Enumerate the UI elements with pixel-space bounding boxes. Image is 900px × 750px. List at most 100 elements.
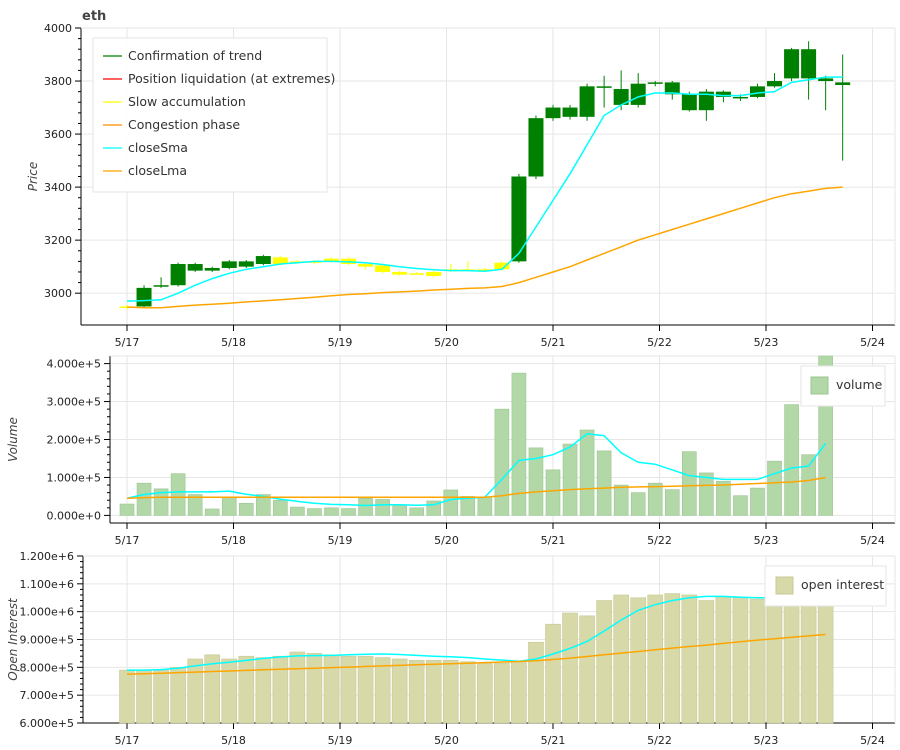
y-tick-label: 3400	[44, 181, 72, 194]
y-tick-label: 9.000e+5	[20, 634, 74, 647]
candle-body	[596, 86, 612, 88]
volume-bar	[801, 454, 816, 516]
open-interest-bars	[119, 593, 834, 724]
volume-bar	[187, 494, 203, 516]
open-interest-bar	[681, 594, 698, 724]
candle-body	[647, 82, 663, 84]
volume-bar	[341, 508, 356, 516]
volume-bar	[290, 506, 305, 516]
open-interest-bar	[800, 601, 817, 724]
candle-body	[426, 271, 442, 276]
legend-label: closeLma	[128, 163, 187, 178]
x-tick-label: 5/17	[115, 336, 140, 349]
y-tick-label: 6.000e+5	[20, 717, 74, 730]
x-tick-label: 5/22	[647, 534, 672, 547]
x-tick-label: 5/17	[115, 734, 140, 747]
candle-body	[221, 261, 237, 268]
candle-body	[323, 258, 339, 262]
open-interest-bar	[732, 597, 749, 724]
chart-title: eth	[82, 9, 106, 24]
volume-bar	[784, 404, 799, 516]
x-tick-label: 5/23	[754, 734, 779, 747]
y-tick-label: 8.000e+5	[20, 661, 74, 674]
open-interest-bar	[255, 657, 272, 724]
open-interest-bar	[613, 594, 629, 724]
volume-bar	[170, 473, 186, 516]
volume-bar	[409, 507, 424, 516]
x-tick-label: 5/20	[434, 336, 459, 349]
volume-bar	[273, 499, 288, 516]
close-sma-line	[126, 76, 843, 302]
y-tick-label: 3200	[44, 234, 72, 247]
candle-body	[613, 88, 629, 105]
volume-bar	[613, 484, 629, 516]
open-interest-bar	[374, 657, 391, 724]
oi-sma-line	[127, 595, 826, 671]
open-interest-bar	[340, 655, 357, 724]
candle-body	[511, 176, 527, 262]
x-tick-label: 5/18	[221, 734, 246, 747]
y-tick-label: 4.000e+5	[47, 358, 101, 371]
open-interest-bar	[545, 623, 561, 724]
open-interest-bar	[170, 667, 186, 724]
volume-bar	[630, 492, 646, 516]
oi-legend-swatch	[775, 576, 794, 595]
open-interest-bar	[579, 615, 595, 724]
y-axis-label: Price	[26, 162, 40, 191]
x-tick-label: 5/21	[541, 534, 566, 547]
volume-legend-swatch	[810, 376, 829, 395]
y-tick-label: 1.100e+6	[20, 578, 74, 591]
volume-bar	[136, 482, 152, 516]
candle-body	[835, 82, 851, 86]
volume-bar	[528, 447, 544, 516]
x-tick-label: 5/21	[541, 734, 566, 747]
candle-body	[170, 264, 186, 286]
open-interest-bar	[357, 655, 374, 724]
y-tick-label: 0.000e+0	[47, 509, 101, 522]
open-interest-bar	[408, 660, 425, 724]
candle-body	[255, 256, 271, 265]
y-tick-label: 3600	[44, 128, 72, 141]
candle-body	[681, 94, 697, 111]
open-interest-bar	[766, 600, 783, 724]
x-tick-label: 5/22	[647, 336, 672, 349]
open-interest-bar	[562, 612, 578, 724]
panel-volume: 0.000e+0 1.000e+5 2.000e+5 3.000e+5 4.000e+5…	[6, 355, 896, 547]
volume-bar	[221, 496, 237, 516]
candle-body	[409, 273, 425, 275]
x-tick-label: 5/24	[860, 734, 885, 747]
open-interest-bar	[459, 661, 476, 724]
volume-bar	[256, 494, 271, 516]
candle-body	[358, 264, 374, 267]
open-interest-bar	[511, 661, 527, 724]
y-axis-label: Open Interest	[6, 597, 20, 681]
open-interest-bar	[698, 600, 715, 724]
volume-bar	[477, 496, 493, 516]
legend-label: Congestion phase	[128, 117, 240, 132]
x-tick-label: 5/22	[647, 734, 672, 747]
legend-label: Slow accumulation	[128, 94, 246, 109]
x-tick-label: 5/19	[328, 534, 353, 547]
y-tick-label: 1.000e+6	[20, 606, 74, 619]
candle-body	[528, 118, 544, 177]
open-interest-bar	[119, 669, 135, 724]
x-tick-label: 5/18	[221, 336, 246, 349]
open-interest-bar	[136, 669, 152, 724]
volume-bars	[119, 355, 833, 516]
open-interest-bar	[221, 658, 238, 724]
volume-bar	[562, 443, 578, 516]
volume-bar	[494, 408, 510, 516]
x-tick-label: 5/18	[221, 534, 246, 547]
x-tick-label: 5/19	[328, 734, 353, 747]
open-interest-bar	[425, 660, 442, 724]
candle-body	[801, 49, 817, 79]
volume-bar	[682, 451, 697, 516]
candle-body	[749, 86, 765, 97]
open-interest-bar	[630, 597, 647, 724]
legend-label: closeSma	[128, 140, 188, 155]
open-interest-bar	[528, 641, 544, 724]
open-interest-bar	[187, 658, 203, 724]
candle-body	[818, 78, 834, 82]
y-tick-label: 1.000e+5	[47, 471, 101, 484]
